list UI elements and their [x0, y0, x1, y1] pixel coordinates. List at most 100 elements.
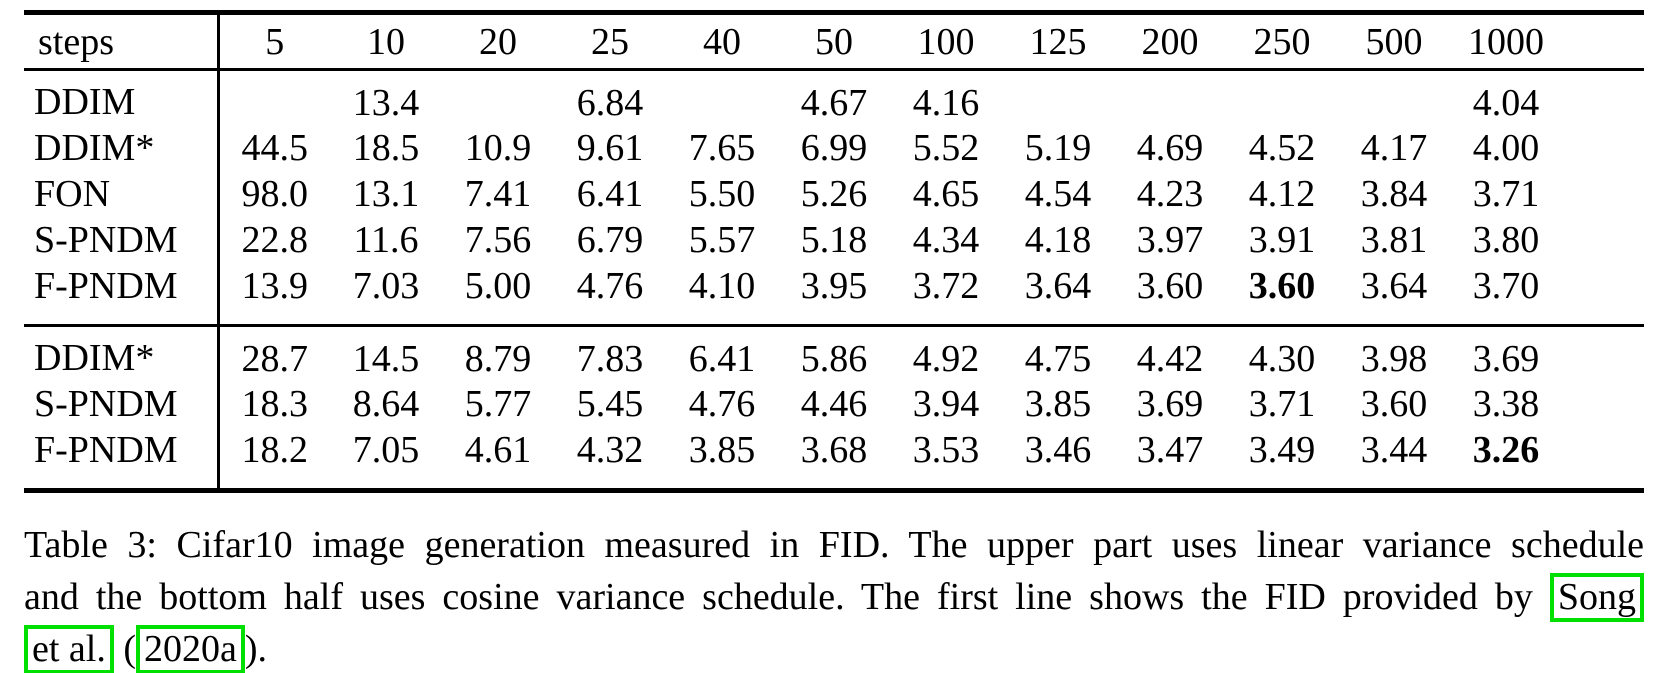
- fid-value-cell: 3.80: [1472, 219, 1540, 261]
- row-label: DDIM*: [24, 125, 220, 171]
- fid-value-cell: 3.49: [1248, 428, 1316, 471]
- step-col-header: 5: [265, 20, 285, 63]
- row-filler: [1562, 217, 1644, 263]
- fid-value-cell: 7.03: [352, 264, 420, 307]
- row-filler: [1562, 263, 1644, 326]
- caption-line-2-text: and the bottom half uses cosine variance…: [24, 576, 1533, 618]
- row-label: S-PNDM: [24, 381, 220, 427]
- fid-value-cell: 14.5: [352, 337, 420, 380]
- fid-value-cell: 4.18: [1024, 219, 1092, 261]
- fid-value-cell: 5.26: [800, 173, 868, 215]
- fid-value-cell: 5.50: [688, 173, 756, 215]
- fid-value-cell: 7.56: [464, 219, 532, 261]
- row-filler: [1562, 427, 1644, 491]
- step-col-header: 10: [367, 20, 405, 63]
- fid-value-cell: 4.04: [1472, 81, 1540, 124]
- fid-value-cell: 3.47: [1136, 428, 1204, 471]
- row-label: FON: [24, 171, 220, 217]
- fid-value-cell: 4.69: [1136, 127, 1204, 169]
- fid-value-cell: 3.70: [1472, 264, 1540, 307]
- caption-paren-close: ).: [244, 628, 268, 670]
- fid-value-cell: 7.41: [464, 173, 532, 215]
- step-col-header: 1000: [1468, 20, 1544, 63]
- fid-value-cell: 18.2: [241, 428, 309, 471]
- step-col-header: 40: [703, 20, 741, 63]
- table-group-1: DDIM 13.4 6.84 4.67 4.16 4.04 DDIM* 44.5 18.5 10.…: [24, 69, 1644, 326]
- fid-value-cell: 3.44: [1360, 428, 1428, 471]
- step-col-header: 200: [1141, 20, 1199, 63]
- fid-value-cell: 4.32: [576, 428, 644, 471]
- fid-value-cell: 13.4: [352, 81, 420, 124]
- fid-value-cell: 4.75: [1024, 337, 1092, 380]
- fid-value-cell: 5.00: [464, 264, 532, 307]
- fid-value-cell: 4.54: [1024, 173, 1092, 215]
- fid-value-cell: 6.99: [800, 127, 868, 169]
- row-label: DDIM*: [24, 325, 220, 381]
- fid-value-cell: 4.92: [912, 337, 980, 380]
- fid-value-cell: 3.64: [1360, 264, 1428, 307]
- caption-line-2: and the bottom half uses cosine variance…: [24, 571, 1644, 623]
- table-row: F-PNDM 13.9 7.03 5.00 4.76 4.10 3.95 3.72 3.64 3.…: [24, 263, 1644, 326]
- fid-value-cell: 11.6: [353, 219, 419, 261]
- fid-value-cell: 4.23: [1136, 173, 1204, 215]
- row-label: DDIM: [24, 69, 220, 125]
- fid-value-cell: 8.64: [352, 383, 420, 425]
- fid-value-cell: 3.60: [1248, 264, 1316, 307]
- fid-value-cell: 3.85: [1024, 383, 1092, 425]
- citation-link-song[interactable]: Song: [1549, 573, 1644, 623]
- fid-value-cell: 3.46: [1024, 428, 1092, 471]
- fid-value-cell: [1338, 70, 1450, 126]
- step-col-header: 50: [815, 20, 853, 63]
- table-row: FON 98.0 13.1 7.41 6.41 5.50 5.26 4.65 4.54 4.23 4…: [24, 171, 1644, 217]
- fid-value-cell: 3.81: [1360, 219, 1428, 261]
- table-row: DDIM* 28.7 14.5 8.79 7.83 6.41 5.86 4.92 4.75 4.4…: [24, 325, 1644, 381]
- fid-value-cell: 3.69: [1136, 383, 1204, 425]
- table-caption: Table 3: Cifar10 image generation measur…: [24, 519, 1644, 673]
- table-row: F-PNDM 18.2 7.05 4.61 4.32 3.85 3.68 3.53 3.46 3.…: [24, 427, 1644, 491]
- fid-value-cell: 3.95: [800, 264, 868, 307]
- fid-value-cell: 5.52: [912, 127, 980, 169]
- fid-value-cell: 3.91: [1248, 219, 1316, 261]
- fid-value-cell: 4.16: [912, 81, 980, 124]
- fid-value-cell: [1226, 70, 1338, 126]
- fid-value-cell: 3.60: [1360, 383, 1428, 425]
- fid-value-cell: 5.77: [464, 383, 532, 425]
- fid-value-cell: [1114, 70, 1226, 126]
- row-filler: [1562, 125, 1644, 171]
- fid-value-cell: 6.79: [576, 219, 644, 261]
- fid-value-cell: 4.10: [688, 264, 756, 307]
- fid-value-cell: 4.76: [576, 264, 644, 307]
- fid-value-cell: 28.7: [241, 337, 309, 380]
- fid-value-cell: 5.45: [576, 383, 644, 425]
- step-col-header: 25: [591, 20, 629, 63]
- table-row: DDIM 13.4 6.84 4.67 4.16 4.04: [24, 69, 1644, 126]
- table-row: S-PNDM 18.3 8.64 5.77 5.45 4.76 4.46 3.94 3.85 3.…: [24, 381, 1644, 427]
- fid-value-cell: 3.69: [1472, 337, 1540, 380]
- fid-value-cell: 44.5: [241, 127, 309, 169]
- fid-value-cell: 10.9: [464, 127, 532, 169]
- fid-value-cell: 7.83: [576, 337, 644, 380]
- fid-value-cell: 6.41: [688, 337, 756, 380]
- row-label: F-PNDM: [24, 263, 220, 326]
- fid-value-cell: 3.97: [1136, 219, 1204, 261]
- citation-link-etal[interactable]: et al.: [24, 625, 114, 673]
- fid-value-cell: 3.26: [1472, 428, 1540, 471]
- fid-value-cell: 3.53: [912, 428, 980, 471]
- citation-link-year[interactable]: 2020a: [136, 625, 245, 673]
- caption-paren-open: (: [123, 628, 137, 670]
- fid-value-cell: 98.0: [241, 173, 309, 215]
- step-col-header: 250: [1253, 20, 1311, 63]
- fid-value-cell: 5.19: [1024, 127, 1092, 169]
- fid-value-cell: 7.05: [352, 428, 420, 471]
- fid-value-cell: 4.12: [1248, 173, 1316, 215]
- table-header: steps 5 10 20 25 40 50 100 125 200 250 500 1000: [24, 12, 1644, 70]
- table-row: DDIM* 44.5 18.5 10.9 9.61 7.65 6.99 5.52 5.19 4.6…: [24, 125, 1644, 171]
- fid-value-cell: 3.38: [1472, 383, 1540, 425]
- table-group-2: DDIM* 28.7 14.5 8.79 7.83 6.41 5.86 4.92 4.75 4.4…: [24, 325, 1644, 491]
- caption-line-1: Table 3: Cifar10 image generation measur…: [24, 524, 1644, 566]
- fid-value-cell: 3.71: [1248, 383, 1316, 425]
- header-row: steps 5 10 20 25 40 50 100 125 200 250 500 1000: [24, 12, 1644, 70]
- row-filler: [1562, 70, 1644, 126]
- row-label: F-PNDM: [24, 427, 220, 491]
- fid-value-cell: 4.42: [1136, 337, 1204, 380]
